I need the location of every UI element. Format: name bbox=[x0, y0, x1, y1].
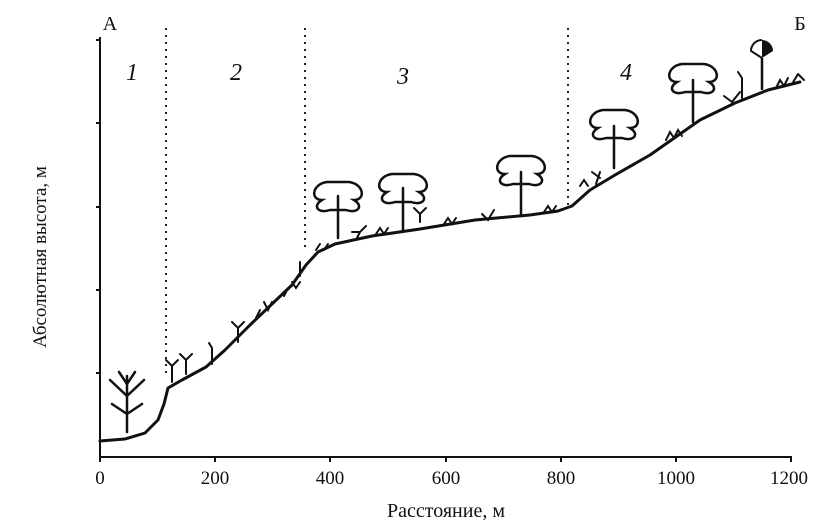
x-tick-label: 600 bbox=[432, 468, 461, 489]
x-tick-label: 400 bbox=[316, 468, 345, 489]
deciduous-tree-icon bbox=[378, 172, 428, 232]
grass-sprig-icon bbox=[165, 71, 805, 383]
end-point-label: Б bbox=[794, 13, 805, 35]
zone-separators bbox=[165, 28, 569, 378]
start-point-label: А bbox=[103, 13, 118, 35]
deciduous-tree-icon bbox=[589, 108, 639, 170]
x-tick-labels: 0 200 400 600 800 1000 1200 bbox=[95, 468, 808, 489]
x-tick-label: 1200 bbox=[770, 468, 808, 489]
terrain-profile-line bbox=[98, 80, 802, 443]
x-tick-label: 0 bbox=[95, 468, 105, 489]
zone-label-3: 3 bbox=[396, 64, 409, 90]
zone-label-1: 1 bbox=[126, 60, 138, 86]
deciduous-tree-icon bbox=[668, 62, 718, 124]
axes bbox=[96, 37, 792, 462]
y-axis-title: Абсолютная высота, м bbox=[30, 166, 51, 348]
bare-shrub-icon bbox=[108, 370, 146, 434]
zone-label-2: 2 bbox=[230, 60, 242, 86]
x-tick-label: 800 bbox=[547, 468, 576, 489]
deciduous-tree-icon bbox=[496, 154, 546, 218]
x-axis-title: Расстояние, м bbox=[387, 500, 505, 522]
young-tree-icon bbox=[749, 39, 773, 90]
x-tick-label: 1000 bbox=[657, 468, 695, 489]
zone-label-4: 4 bbox=[620, 60, 632, 86]
deciduous-tree-icon bbox=[313, 180, 363, 240]
x-tick-label: 200 bbox=[201, 468, 230, 489]
